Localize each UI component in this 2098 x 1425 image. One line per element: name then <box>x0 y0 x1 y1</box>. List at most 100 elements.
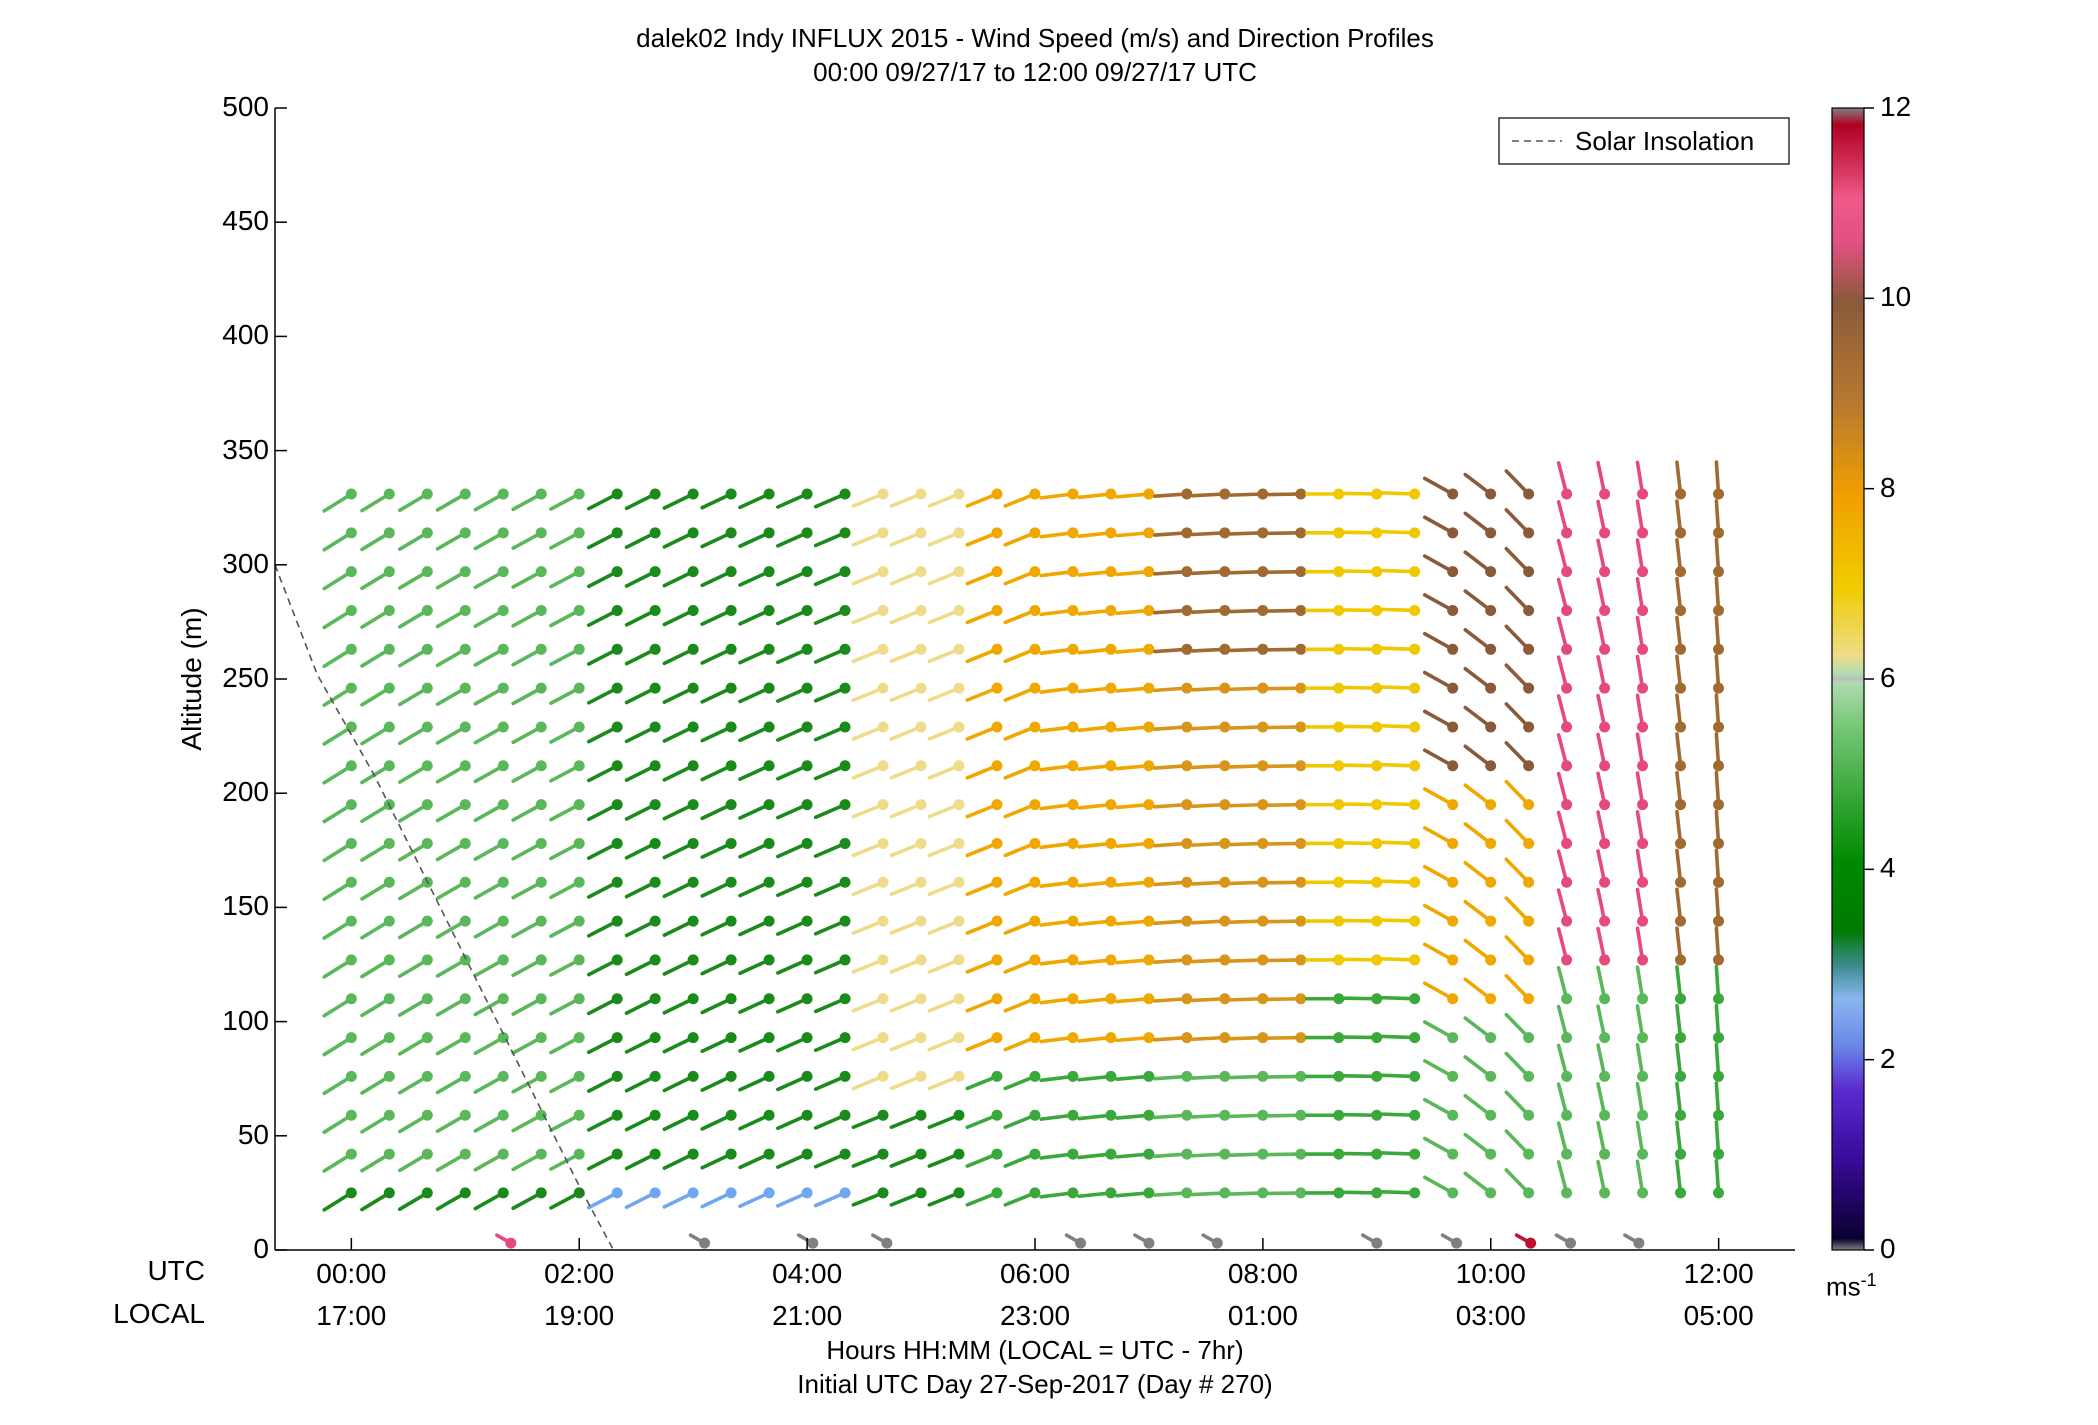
wind-barb-head <box>459 799 471 811</box>
wind-barb-head <box>1485 1187 1497 1199</box>
wind-barb-head <box>1409 1109 1421 1121</box>
wind-barb-head <box>383 876 395 888</box>
wind-barb-head <box>1637 876 1649 888</box>
wind-barb-head <box>459 1070 471 1082</box>
wind-barb-head <box>1637 915 1649 927</box>
wind-barb-head <box>953 488 965 500</box>
wind-barb-head <box>725 993 737 1005</box>
wind-barb-head <box>801 799 813 811</box>
wind-barb-head <box>611 604 623 616</box>
wind-barb-head <box>1409 1148 1421 1160</box>
wind-barb-head <box>1561 1070 1573 1082</box>
wind-barb-head <box>649 760 661 772</box>
wind-barb-head <box>1333 566 1345 578</box>
wind-barb-head <box>1371 1148 1383 1160</box>
wind-barb-head <box>687 915 699 927</box>
wind-barb-head <box>991 682 1003 694</box>
wind-barb-head <box>1447 1109 1459 1121</box>
wind-barb-head <box>535 527 547 539</box>
wind-barb-head <box>1143 837 1155 849</box>
wind-barb-head <box>839 760 851 772</box>
wind-barb-head <box>1675 1070 1687 1082</box>
wind-barb-head <box>1029 604 1041 616</box>
wind-barb-head <box>801 1032 813 1044</box>
wind-barb-head <box>801 876 813 888</box>
wind-barb-head <box>1105 837 1117 849</box>
wind-barb-head <box>1409 1070 1421 1082</box>
wind-barb-head <box>535 721 547 733</box>
wind-barb-head <box>1219 566 1231 578</box>
wind-barb-head <box>573 682 585 694</box>
wind-barb-head <box>383 1148 395 1160</box>
wind-barb-head <box>1105 1148 1117 1160</box>
wind-barb-head <box>1637 1109 1649 1121</box>
wind-barb-head <box>1637 1187 1649 1199</box>
wind-barb-head <box>1713 643 1725 655</box>
wind-barb-head <box>839 643 851 655</box>
wind-barb-head <box>1371 1070 1383 1082</box>
wind-barb-head <box>1181 1032 1193 1044</box>
wind-barb-head <box>877 915 889 927</box>
wind-barb-head <box>839 488 851 500</box>
wind-barb-head <box>1637 760 1649 772</box>
wind-barb-head <box>725 527 737 539</box>
wind-barb-head <box>1333 954 1345 966</box>
wind-barb-head <box>1181 721 1193 733</box>
wind-barb-head <box>1371 1032 1383 1044</box>
y-tick-label: 200 <box>222 776 269 808</box>
wind-barb-head <box>839 1070 851 1082</box>
wind-barb-head <box>611 566 623 578</box>
wind-barb-head <box>1523 1070 1535 1082</box>
wind-barb-head <box>1447 876 1459 888</box>
wind-barb-head <box>1675 837 1687 849</box>
wind-barb-head <box>1219 488 1231 500</box>
wind-barb-head <box>1143 566 1155 578</box>
wind-barb-head <box>1485 721 1497 733</box>
wind-barb-head <box>497 682 509 694</box>
wind-barb-head <box>687 643 699 655</box>
wind-barb-head <box>497 876 509 888</box>
wind-barb-head <box>1599 721 1611 733</box>
wind-barb-head <box>725 760 737 772</box>
wind-barb-head <box>1485 527 1497 539</box>
wind-barb-head <box>1029 527 1041 539</box>
wind-barb-head <box>345 1148 357 1160</box>
wind-barb-head <box>1029 1148 1041 1160</box>
y-tick-label: 0 <box>253 1233 269 1264</box>
wind-barb-head <box>801 1187 813 1199</box>
wind-barb-head <box>611 1148 623 1160</box>
wind-barb-head <box>1599 915 1611 927</box>
wind-barb-head <box>1181 876 1193 888</box>
wind-barb-head <box>801 566 813 578</box>
wind-barb-head <box>611 721 623 733</box>
wind-barb-head <box>1143 643 1155 655</box>
wind-barb-head <box>1485 993 1497 1005</box>
wind-barb-head <box>497 837 509 849</box>
wind-barb-head <box>1599 488 1611 500</box>
wind-barb-head <box>1257 876 1269 888</box>
wind-barb-head <box>1181 643 1193 655</box>
wind-barb-head <box>1257 1032 1269 1044</box>
wind-barb-head <box>1637 1070 1649 1082</box>
wind-barb-head <box>1713 915 1725 927</box>
wind-barb-head <box>1485 1148 1497 1160</box>
wind-barb-head <box>1637 954 1649 966</box>
wind-barb-head <box>801 488 813 500</box>
wind-barb-head <box>839 1109 851 1121</box>
y-tick-label: 300 <box>222 547 269 579</box>
colorbar-ticks <box>1864 107 1874 1251</box>
wind-barb-head <box>687 1070 699 1082</box>
wind-barb-head <box>1713 682 1725 694</box>
wind-barb-head <box>1409 837 1421 849</box>
surface-barb-head <box>1565 1237 1577 1249</box>
wind-barb-head <box>991 954 1003 966</box>
wind-barb-head <box>1523 876 1535 888</box>
wind-barb-head <box>1181 1148 1193 1160</box>
wind-barb-head <box>839 1148 851 1160</box>
wind-barb-head <box>1105 604 1117 616</box>
wind-barb-head <box>1447 682 1459 694</box>
wind-barb-head <box>459 566 471 578</box>
wind-barb-head <box>345 760 357 772</box>
wind-barb-head <box>915 915 927 927</box>
wind-barb-head <box>991 721 1003 733</box>
